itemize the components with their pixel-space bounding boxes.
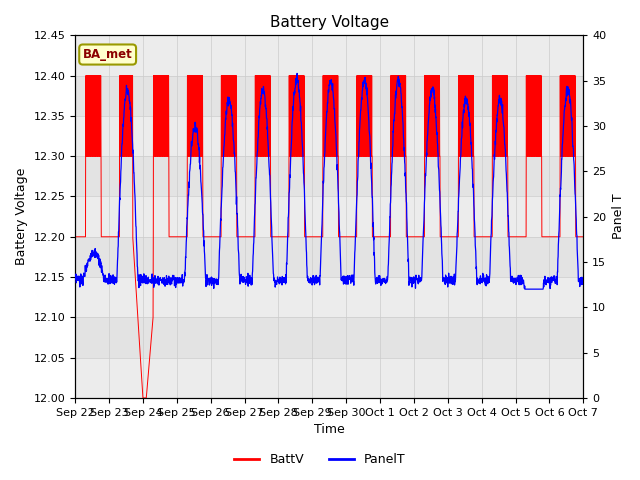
Bar [75,358,583,398]
Y-axis label: Battery Voltage: Battery Voltage [15,168,28,265]
Text: BA_met: BA_met [83,48,132,61]
Bar [75,237,583,277]
Bar [75,156,583,196]
X-axis label: Time: Time [314,423,344,436]
Bar [75,277,583,317]
Bar [75,76,583,116]
Title: Battery Voltage: Battery Voltage [269,15,388,30]
Bar [75,116,583,156]
Bar [75,317,583,358]
Legend: BattV, PanelT: BattV, PanelT [229,448,411,471]
Bar [75,196,583,237]
Bar [75,36,583,76]
Y-axis label: Panel T: Panel T [612,194,625,240]
